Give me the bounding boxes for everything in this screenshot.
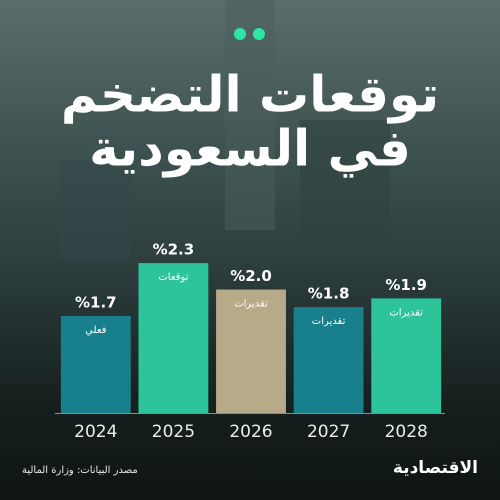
dot	[253, 28, 265, 40]
bar	[138, 263, 209, 413]
source: مصدر البيانات: وزارة المالية	[22, 465, 138, 476]
brand-logo: الاقتصادية	[393, 458, 478, 478]
x-tick-label: 2027	[307, 422, 350, 442]
value-label: %2.3	[153, 241, 195, 259]
bar-note: تقديرات	[389, 307, 423, 318]
building-silhouette	[300, 120, 390, 250]
building-silhouette	[60, 160, 130, 260]
bar	[371, 298, 442, 413]
bar-note: تقديرات	[234, 299, 268, 310]
bar-note: توقعات	[158, 272, 188, 283]
x-tick-label: 2028	[385, 422, 428, 442]
bar-note: فعلي	[85, 325, 106, 336]
chart-title: توقعات التضخم	[61, 66, 439, 125]
x-tick-label: 2025	[152, 422, 195, 442]
value-label: %1.7	[75, 294, 117, 312]
value-label: %1.8	[308, 285, 350, 303]
value-label: %2.0	[230, 267, 272, 285]
x-tick-label: 2024	[74, 422, 117, 442]
bar-note: تقديرات	[312, 316, 346, 327]
dot	[234, 28, 246, 40]
x-tick-label: 2026	[229, 422, 272, 442]
bar	[60, 316, 131, 413]
chart-subtitle: في السعودية	[89, 120, 411, 179]
value-label: %1.9	[385, 276, 427, 294]
tower-silhouette	[225, 0, 275, 230]
bar	[216, 289, 286, 413]
bar	[293, 307, 364, 413]
